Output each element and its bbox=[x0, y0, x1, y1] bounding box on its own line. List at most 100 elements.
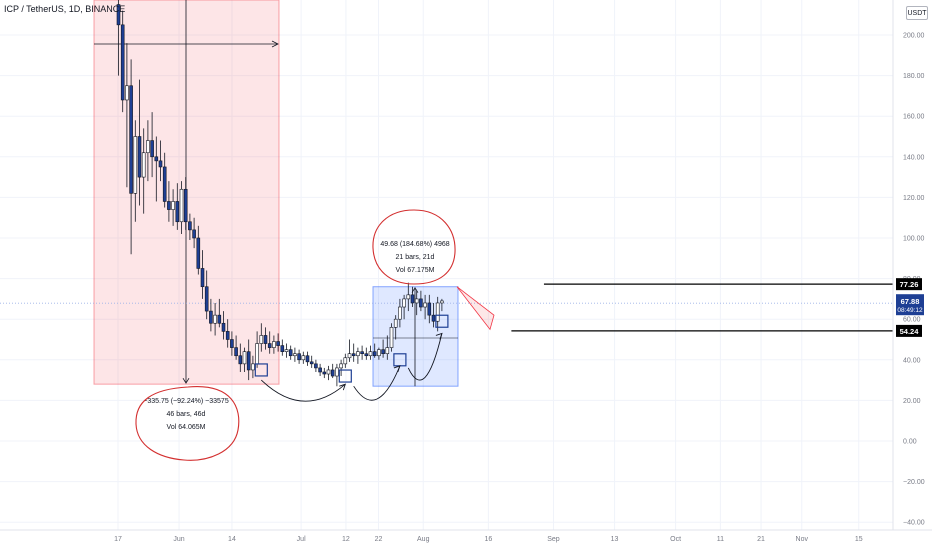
marked-point-box bbox=[254, 363, 268, 377]
candle-body bbox=[221, 322, 226, 332]
candle-body bbox=[196, 237, 201, 269]
candle-body bbox=[246, 351, 251, 371]
drop-measure-bars-text: 46 bars, 46d bbox=[167, 411, 206, 418]
candle-body bbox=[372, 351, 377, 357]
currency-button[interactable]: USDT bbox=[906, 6, 928, 20]
candle-body bbox=[200, 268, 205, 288]
rise-measure-change-text: 49.68 (184.68%) 4968 bbox=[380, 241, 449, 248]
time-axis-tick-label: Sep bbox=[547, 536, 560, 543]
candle-body bbox=[351, 353, 356, 357]
candle-body bbox=[162, 166, 167, 202]
candle-body bbox=[276, 341, 280, 346]
time-axis-tick-label: 12 bbox=[342, 536, 350, 543]
candle-body bbox=[423, 302, 427, 308]
candle-body bbox=[326, 369, 331, 375]
candle-body bbox=[238, 355, 243, 365]
candle-body bbox=[406, 294, 411, 300]
candle-body bbox=[293, 353, 297, 357]
candle-body bbox=[167, 201, 171, 210]
time-axis-tick-label: Aug bbox=[417, 536, 430, 543]
candle-body bbox=[419, 298, 423, 308]
drop-measure-arrowhead bbox=[182, 377, 190, 384]
candle-body bbox=[225, 331, 230, 340]
time-axis-tick-label: 22 bbox=[375, 536, 383, 543]
candle-body bbox=[398, 306, 402, 320]
candle-body bbox=[133, 136, 138, 194]
candle-body bbox=[393, 318, 398, 328]
candle-body bbox=[440, 300, 444, 304]
rise-measure-label: 49.68 (184.68%) 4968 21 bars, 21d Vol 67.1… bbox=[380, 241, 449, 274]
symbol-title[interactable]: ICP / TetherUS, 1D, BINANCE bbox=[4, 4, 126, 14]
candle-body bbox=[234, 347, 238, 357]
current-price-tag bbox=[896, 294, 924, 316]
candle-body bbox=[213, 314, 217, 324]
candle-body bbox=[150, 140, 154, 158]
candle-body bbox=[368, 351, 373, 357]
candle-body bbox=[305, 355, 310, 363]
drop-measure-vol-text: Vol 64.065M bbox=[167, 424, 206, 431]
candle-body bbox=[141, 152, 146, 178]
curved-arrowhead bbox=[393, 365, 401, 373]
candle-body bbox=[339, 363, 343, 369]
time-axis-tick-label: Oct bbox=[670, 536, 681, 543]
time-axis-tick-label: 21 bbox=[757, 536, 765, 543]
candle-body bbox=[158, 160, 163, 168]
time-axis-tick-label: Jun bbox=[173, 536, 184, 543]
candle-body bbox=[263, 335, 268, 344]
candle-body bbox=[175, 201, 180, 223]
price-axis-tick-label: 20.00 bbox=[903, 398, 921, 405]
candle-body bbox=[116, 4, 121, 26]
price-level-tag-label: 77.26 bbox=[900, 280, 919, 289]
curved-arrow bbox=[260, 379, 346, 402]
price-axis-tick-label: −20.00 bbox=[903, 479, 925, 486]
red-triangle-shape bbox=[456, 286, 495, 331]
grid-lines bbox=[0, 0, 893, 530]
candle-body bbox=[356, 351, 360, 357]
candle-body bbox=[120, 24, 125, 101]
candle-body bbox=[335, 367, 339, 377]
drop-measure-horizontal-arrowhead bbox=[271, 40, 279, 48]
curved-arrowhead bbox=[435, 332, 443, 340]
current-price-tag-label: 67.88 bbox=[901, 297, 920, 306]
time-axis-tick-label: 11 bbox=[717, 536, 724, 543]
candle-body bbox=[318, 367, 322, 373]
candle-body bbox=[217, 314, 222, 324]
curved-arrowhead bbox=[339, 383, 347, 391]
candle-body bbox=[322, 371, 327, 375]
candle-body bbox=[284, 349, 289, 352]
candle-body bbox=[297, 353, 301, 361]
candle-body bbox=[330, 369, 335, 377]
price-axis-tick-label: 180.00 bbox=[903, 73, 925, 80]
candle-body bbox=[435, 302, 440, 322]
price-axis-tick-label: 40.00 bbox=[903, 357, 921, 364]
price-level-tag-label: 54.24 bbox=[900, 327, 920, 336]
price-axis-tick-label: 0.00 bbox=[903, 439, 917, 446]
candle-body bbox=[414, 298, 419, 304]
curved-arrow bbox=[407, 333, 443, 381]
candle-body bbox=[267, 343, 272, 348]
candle-body bbox=[377, 349, 381, 357]
candle-body bbox=[259, 335, 264, 344]
time-axis-tick-label: Nov bbox=[796, 536, 809, 543]
price-level-tag bbox=[896, 278, 922, 291]
candle-body bbox=[381, 349, 385, 355]
price-axis: 200.00180.00160.00140.00120.00100.0080.0… bbox=[892, 0, 925, 530]
candle-body bbox=[179, 188, 184, 223]
candle-body bbox=[427, 302, 432, 316]
candle-body bbox=[154, 156, 159, 162]
time-axis-tick-label: 14 bbox=[228, 536, 236, 543]
time-axis-tick-label: 17 bbox=[114, 536, 122, 543]
time-axis-tick-label: 15 bbox=[855, 536, 863, 543]
price-axis-tick-label: 100.00 bbox=[903, 236, 925, 243]
candle-body bbox=[389, 327, 394, 348]
candle-body bbox=[431, 314, 436, 322]
candle-body bbox=[192, 229, 196, 239]
candle-body bbox=[255, 343, 259, 365]
candle-body bbox=[347, 353, 352, 359]
candle-body bbox=[280, 345, 285, 352]
candle-body bbox=[251, 363, 255, 371]
candle-body bbox=[301, 355, 306, 361]
candle-body bbox=[204, 286, 209, 312]
drop-measure-label: −335.75 (−92.24%) −33575 46 bars, 46d Vol … bbox=[143, 398, 229, 431]
